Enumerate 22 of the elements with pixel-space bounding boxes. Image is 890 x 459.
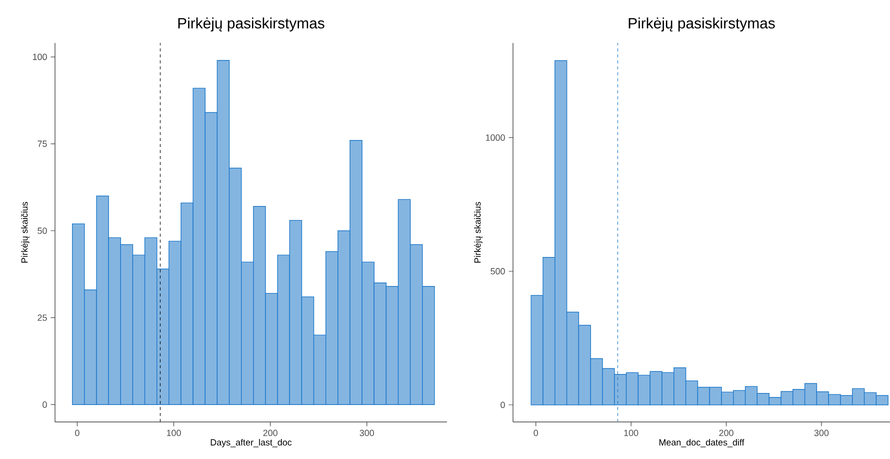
chart-title: Pirkėjų pasiskirstymas <box>628 18 775 32</box>
x-tick-label: 0 <box>75 430 80 436</box>
y-tick-label: 25 <box>38 314 47 321</box>
x-axis-title: Mean_doc_dates_diff <box>659 438 744 448</box>
x-tick-label: 100 <box>624 430 638 436</box>
y-tick-label: 100 <box>32 54 47 60</box>
x-tick-label: 0 <box>534 430 538 436</box>
y-axis-title: Pirkėjų skaičius <box>474 202 482 263</box>
x-tick-label: 100 <box>166 430 181 436</box>
chart-title: Pirkėjų pasiskirstymas <box>178 18 324 32</box>
x-tick-label: 300 <box>814 430 829 436</box>
y-tick-label: 0 <box>42 401 47 408</box>
x-tick-label: 200 <box>263 430 278 436</box>
y-tick-label: 75 <box>38 140 47 147</box>
y-axis-title: Pirkėjų skaičius <box>21 202 30 263</box>
x-tick-label: 300 <box>360 430 374 436</box>
y-tick-label: 0 <box>500 402 505 408</box>
y-tick-label: 1000 <box>486 134 505 141</box>
x-axis-title: Days_after_last_doc <box>210 438 292 448</box>
x-tick-label: 200 <box>719 430 734 436</box>
y-tick-label: 50 <box>38 228 47 234</box>
y-tick-label: 500 <box>490 268 505 274</box>
